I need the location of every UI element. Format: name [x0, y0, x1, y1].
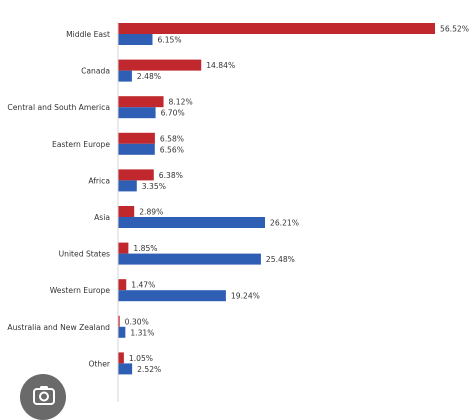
data-label: 6.56%: [160, 145, 184, 154]
lens-button[interactable]: [20, 374, 66, 420]
data-label: 25.48%: [266, 255, 295, 264]
bar-red: [118, 206, 135, 217]
bar-blue: [118, 363, 133, 375]
data-label: 2.48%: [137, 72, 161, 81]
category-label: Western Europe: [50, 286, 111, 295]
bar-red: [118, 132, 155, 144]
category-label: Asia: [94, 213, 110, 222]
bar-red: [118, 315, 120, 327]
data-label: 1.31%: [130, 328, 154, 337]
category-label: Australia and New Zealand: [7, 323, 110, 332]
data-label: 1.85%: [133, 244, 157, 253]
category-label: Africa: [88, 176, 110, 185]
bar-blue: [118, 217, 266, 228]
bar-blue: [118, 326, 126, 338]
bar-blue: [118, 253, 261, 265]
bar-red: [118, 352, 124, 364]
bar-blue: [118, 70, 132, 82]
data-label: 14.84%: [206, 61, 235, 70]
bars-group: [118, 23, 435, 375]
data-label: 6.38%: [159, 171, 183, 180]
data-label: 1.47%: [131, 281, 155, 290]
bar-red: [118, 59, 202, 71]
data-label: 8.12%: [169, 98, 193, 107]
category-label: Central and South America: [7, 103, 110, 112]
bar-blue: [118, 34, 153, 45]
bar-red: [118, 23, 435, 34]
category-labels-group: Middle East Canada Central and South Ameri…: [7, 30, 110, 368]
data-label: 19.24%: [231, 292, 260, 301]
data-label: 26.21%: [270, 219, 299, 228]
bar-blue: [118, 290, 226, 302]
data-label: 6.58%: [160, 134, 184, 143]
bar-red: [118, 169, 154, 181]
data-label: 2.89%: [139, 208, 163, 217]
category-label: United States: [59, 250, 110, 259]
data-label: 2.52%: [137, 365, 161, 374]
category-label: Eastern Europe: [52, 140, 110, 149]
category-label: Other: [88, 359, 110, 368]
bar-blue: [118, 180, 137, 192]
data-label: 6.70%: [161, 109, 185, 118]
data-label: 56.52%: [440, 25, 469, 34]
bar-chart: Middle East Canada Central and South Ameri…: [7, 22, 469, 402]
bar-red: [118, 242, 129, 254]
category-label: Canada: [81, 67, 110, 76]
bar-red: [118, 96, 164, 108]
lens-icon: [33, 386, 55, 405]
bar-blue: [118, 107, 156, 119]
data-label: 1.05%: [129, 354, 153, 363]
data-label: 3.35%: [142, 182, 166, 191]
bar-red: [118, 279, 127, 291]
value-labels-group: 56.52% 6.15% 14.84% 2.48% 8.12% 6.70% 6.58% 6.5…: [125, 25, 469, 374]
data-label: 6.15%: [157, 36, 181, 45]
category-label: Middle East: [66, 30, 110, 39]
data-label: 0.30%: [125, 317, 149, 326]
bar-blue: [118, 143, 155, 155]
